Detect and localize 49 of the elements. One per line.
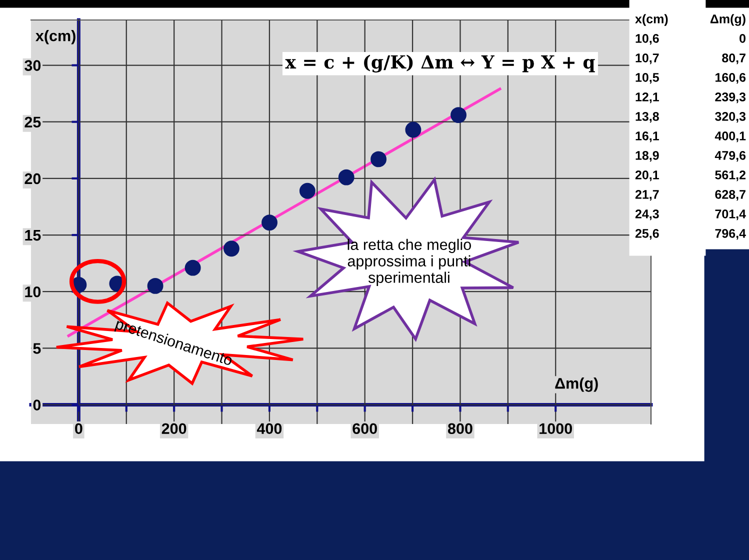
- point: [223, 240, 240, 257]
- point: [450, 107, 466, 124]
- y-tick-label: 15: [25, 230, 41, 241]
- annotation: 12,1: [636, 92, 659, 104]
- x-tick-label: 1000: [540, 423, 572, 434]
- text: 320,3: [715, 112, 746, 123]
- annotation: 10,6: [636, 34, 659, 45]
- annotation: 16,1: [636, 132, 659, 142]
- annotation: x = c + (g/K) Δm ↔ Y = p X + q: [285, 54, 595, 72]
- point: [262, 214, 278, 231]
- annotation: 10,7: [636, 54, 659, 64]
- x-tick-label: 0: [75, 423, 82, 434]
- annotation: 13,8: [636, 112, 659, 123]
- y-tick-label: 30: [24, 60, 41, 71]
- text: 628,7: [715, 190, 746, 201]
- x-tick-label: 200: [162, 423, 186, 434]
- annotation: 21,7: [635, 190, 659, 201]
- point: [405, 122, 422, 138]
- text: 479,6: [714, 151, 746, 162]
- y-tick-label: 5: [33, 343, 41, 354]
- y-tick-label: 10: [25, 286, 41, 298]
- annotation: 18,9: [636, 151, 659, 162]
- text: 796,4: [715, 229, 746, 240]
- point: [299, 182, 316, 199]
- text: 160,6: [716, 73, 746, 84]
- text: 239,3: [715, 92, 746, 104]
- annotation: 24,3: [635, 210, 659, 220]
- y-tick-label: 25: [24, 116, 41, 128]
- point: [184, 260, 201, 276]
- text: 400,1: [714, 132, 746, 142]
- y-tick-label: 20: [24, 173, 41, 184]
- text: Δm(g): [710, 14, 746, 26]
- y-axis-title: x(cm): [36, 30, 76, 44]
- annotation: x(cm): [635, 14, 668, 26]
- x-tick-label: 600: [352, 423, 377, 434]
- annotation: 10,5: [636, 73, 659, 84]
- text: 80,7: [722, 54, 746, 64]
- y-tick-label: 0: [33, 400, 41, 410]
- point: [147, 278, 164, 294]
- text: 701,4: [715, 210, 746, 220]
- annotation: 20,1: [635, 170, 659, 182]
- annotation: 25,6: [635, 229, 659, 240]
- x-tick-label: 800: [448, 423, 472, 434]
- text: 0: [740, 34, 746, 43]
- x-tick-label: 400: [256, 423, 282, 434]
- point: [338, 169, 354, 186]
- point: [370, 151, 387, 168]
- text: 561,2: [715, 170, 746, 182]
- x-axis-title: Δm(g): [555, 378, 598, 392]
